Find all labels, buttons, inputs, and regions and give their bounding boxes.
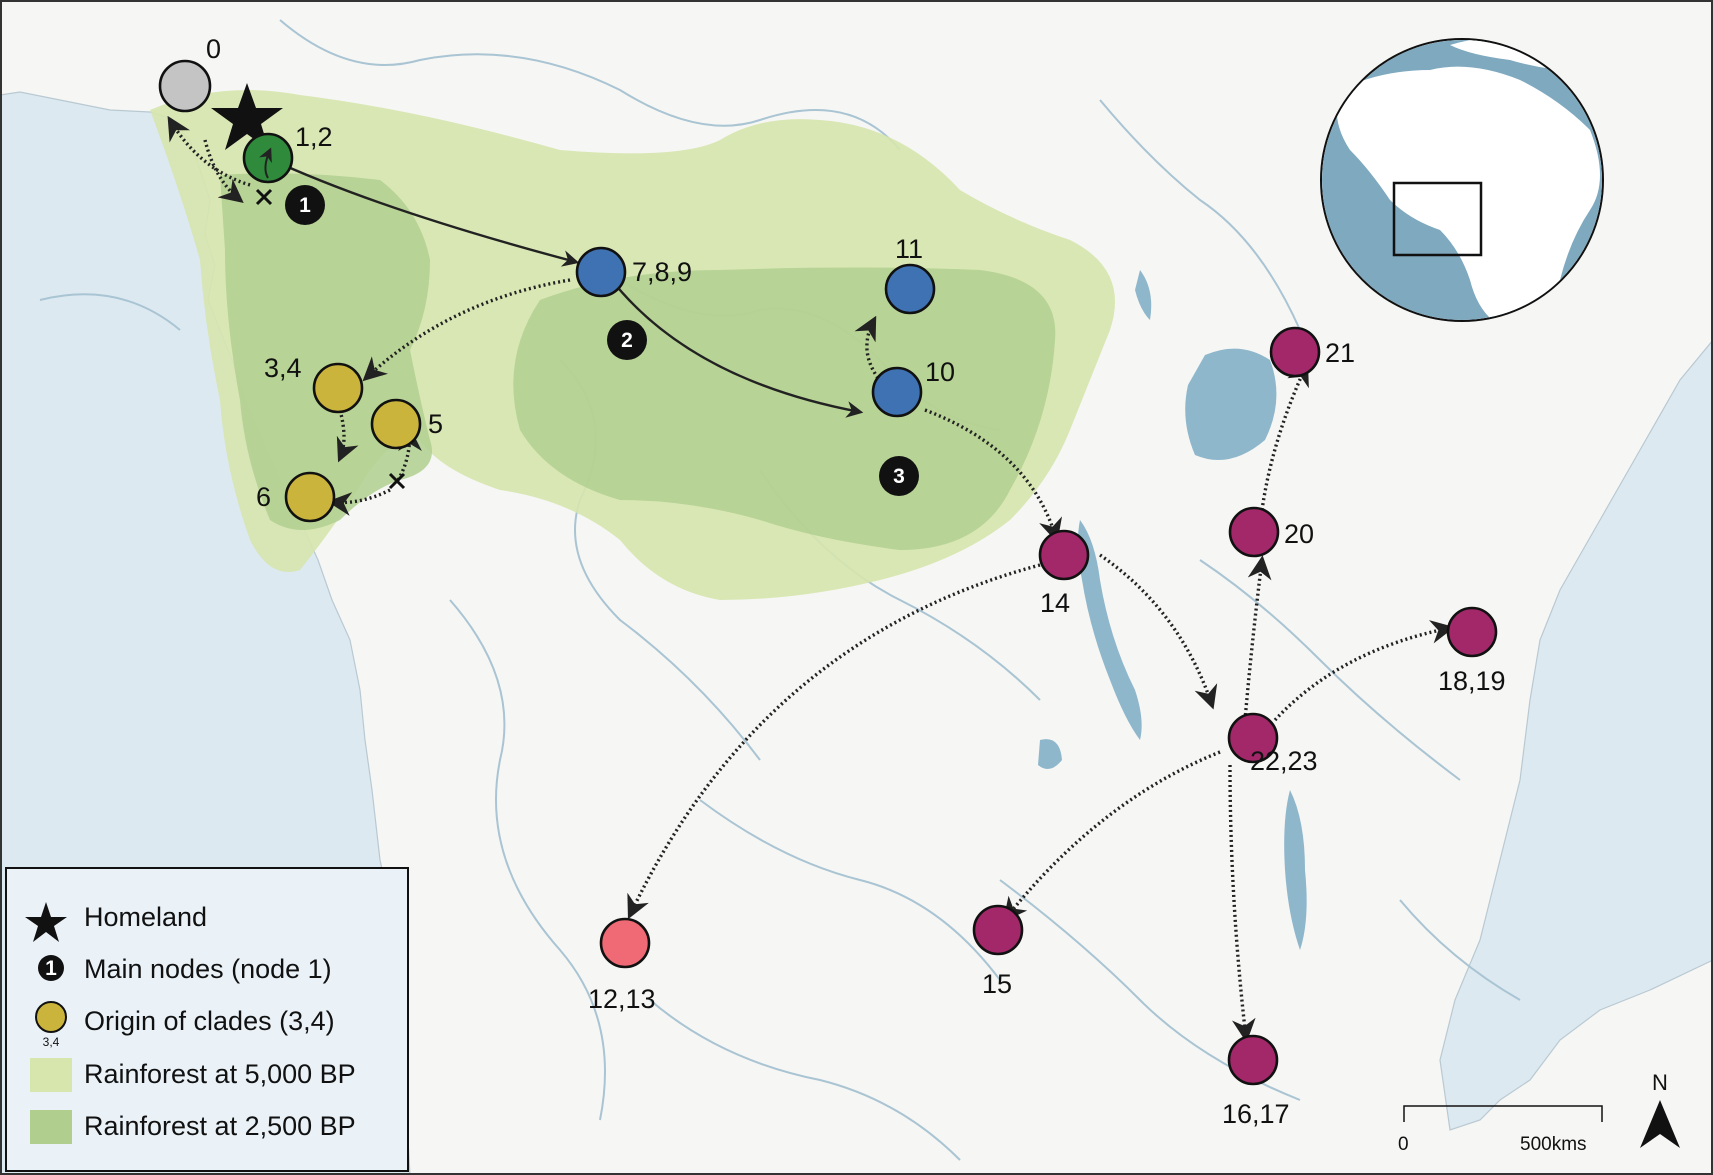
legend-star-icon bbox=[25, 902, 67, 942]
extinction-markers bbox=[255, 188, 406, 490]
site-10-label: 10 bbox=[925, 357, 955, 387]
sites bbox=[158, 59, 1498, 1086]
lake-tanganyika bbox=[1077, 520, 1142, 740]
site-10-circle bbox=[871, 366, 923, 418]
legend: Homeland 1 Main nodes (node 1) 3,4 Origi… bbox=[5, 867, 409, 1172]
site-7-8-9-label: 7,8,9 bbox=[632, 257, 692, 287]
site-11-circle bbox=[884, 263, 936, 315]
globe-inset bbox=[1320, 38, 1604, 322]
route-7-8-9-to-10 bbox=[609, 277, 864, 418]
site-20-label: 20 bbox=[1284, 519, 1314, 549]
main-node-3-circle bbox=[879, 456, 919, 496]
site-7-8-9-circle bbox=[575, 246, 627, 298]
main-node-2-circle bbox=[607, 320, 647, 360]
route-14-to-12-13 bbox=[627, 563, 1041, 920]
site-16-17-label: 16,17 bbox=[1222, 1099, 1290, 1129]
site-18-19-circle bbox=[1446, 606, 1498, 658]
site-18-19-label: 18,19 bbox=[1438, 666, 1506, 696]
route-inside-1-2 bbox=[259, 147, 272, 179]
site-11-label: 11 bbox=[895, 234, 923, 264]
site-22-23-circle bbox=[1227, 712, 1279, 764]
site-0-label: 0 bbox=[206, 34, 221, 64]
site-5-label: 5 bbox=[428, 409, 443, 439]
x-marker-2 bbox=[388, 472, 406, 490]
route-22-23-to-15 bbox=[1003, 750, 1221, 922]
main-nodes: 1 2 3 bbox=[285, 185, 919, 496]
north-arrow: N bbox=[1640, 1070, 1680, 1148]
scale-bar-end: 500kms bbox=[1520, 1134, 1587, 1155]
rainforest-2500bp-area-east bbox=[513, 267, 1056, 550]
route-7-8-9-to-3-4 bbox=[362, 278, 571, 382]
site-21-circle bbox=[1269, 326, 1321, 378]
legend-rainforest-5000: Rainforest at 5,000 BP bbox=[84, 1059, 356, 1089]
legend-rainforest-2500-swatch bbox=[30, 1110, 72, 1144]
globe-africa-shape bbox=[1336, 66, 1600, 320]
legend-origin-clades: Origin of clades (3,4) bbox=[84, 1006, 335, 1036]
site-6-circle bbox=[284, 471, 336, 523]
legend-main-node-badge: 1 bbox=[45, 957, 57, 980]
route-20-to-21 bbox=[1260, 361, 1309, 511]
x-marker-1 bbox=[255, 188, 273, 206]
lake-mweru bbox=[1038, 739, 1062, 769]
site-5-circle bbox=[370, 398, 422, 450]
homeland-star-icon bbox=[211, 83, 283, 150]
legend-rainforest-5000-swatch bbox=[30, 1058, 72, 1092]
route-22-23-to-18-19 bbox=[1273, 620, 1455, 722]
lake-malawi bbox=[1284, 790, 1307, 950]
route-1-2-to-7-8-9 bbox=[267, 156, 580, 267]
scale-bar: 0 500kms bbox=[1398, 1105, 1603, 1155]
lake-albert bbox=[1135, 270, 1152, 320]
main-node-2-label: 2 bbox=[621, 329, 633, 352]
site-22-23-label: 22,23 bbox=[1250, 746, 1318, 776]
legend-clade-sub: 3,4 bbox=[43, 1035, 60, 1049]
route-3-4-down bbox=[336, 409, 359, 463]
routes-dotted bbox=[167, 115, 1455, 1043]
north-arrow-label: N bbox=[1652, 1070, 1668, 1095]
routes-solid bbox=[267, 156, 864, 418]
site-6-label: 6 bbox=[256, 482, 271, 512]
north-arrow-icon bbox=[1640, 1100, 1680, 1148]
legend-rainforest-2500: Rainforest at 2,500 BP bbox=[84, 1111, 356, 1141]
main-node-3-label: 3 bbox=[893, 465, 905, 488]
route-x2-to-6 bbox=[327, 488, 391, 516]
legend-main-node-icon bbox=[38, 955, 64, 981]
route-10-to-11 bbox=[854, 315, 880, 379]
main-node-1-label: 1 bbox=[299, 194, 311, 217]
site-3-4-circle bbox=[312, 362, 364, 414]
site-14-circle bbox=[1038, 529, 1090, 581]
globe-focus-box bbox=[1392, 181, 1483, 257]
site-labels: 0 1,2 7,8,9 11 10 3,4 5 6 14 21 20 18,19… bbox=[206, 34, 1506, 1129]
site-15-circle bbox=[972, 904, 1024, 956]
site-12-13-circle bbox=[599, 917, 651, 969]
main-node-1-circle bbox=[285, 185, 325, 225]
legend-box bbox=[5, 867, 409, 1172]
site-20-circle bbox=[1228, 506, 1280, 558]
site-15-label: 15 bbox=[982, 969, 1012, 999]
site-21-label: 21 bbox=[1325, 338, 1355, 368]
lake-victoria bbox=[1185, 348, 1277, 460]
site-1-2-label: 1,2 bbox=[295, 122, 333, 152]
site-0-circle bbox=[158, 59, 212, 113]
route-22-23-to-16-17 bbox=[1228, 764, 1256, 1043]
site-12-13-label: 12,13 bbox=[588, 984, 656, 1014]
site-16-17-circle bbox=[1227, 1034, 1279, 1086]
legend-homeland: Homeland bbox=[84, 902, 207, 932]
route-22-23-to-20 bbox=[1243, 555, 1272, 721]
route-10-to-14 bbox=[924, 408, 1063, 543]
scale-bar-start: 0 bbox=[1398, 1134, 1409, 1155]
site-3-4-label: 3,4 bbox=[264, 353, 302, 383]
site-14-label: 14 bbox=[1040, 588, 1070, 618]
legend-clade-icon bbox=[35, 1001, 67, 1033]
legend-main-nodes: Main nodes (node 1) bbox=[84, 954, 332, 984]
